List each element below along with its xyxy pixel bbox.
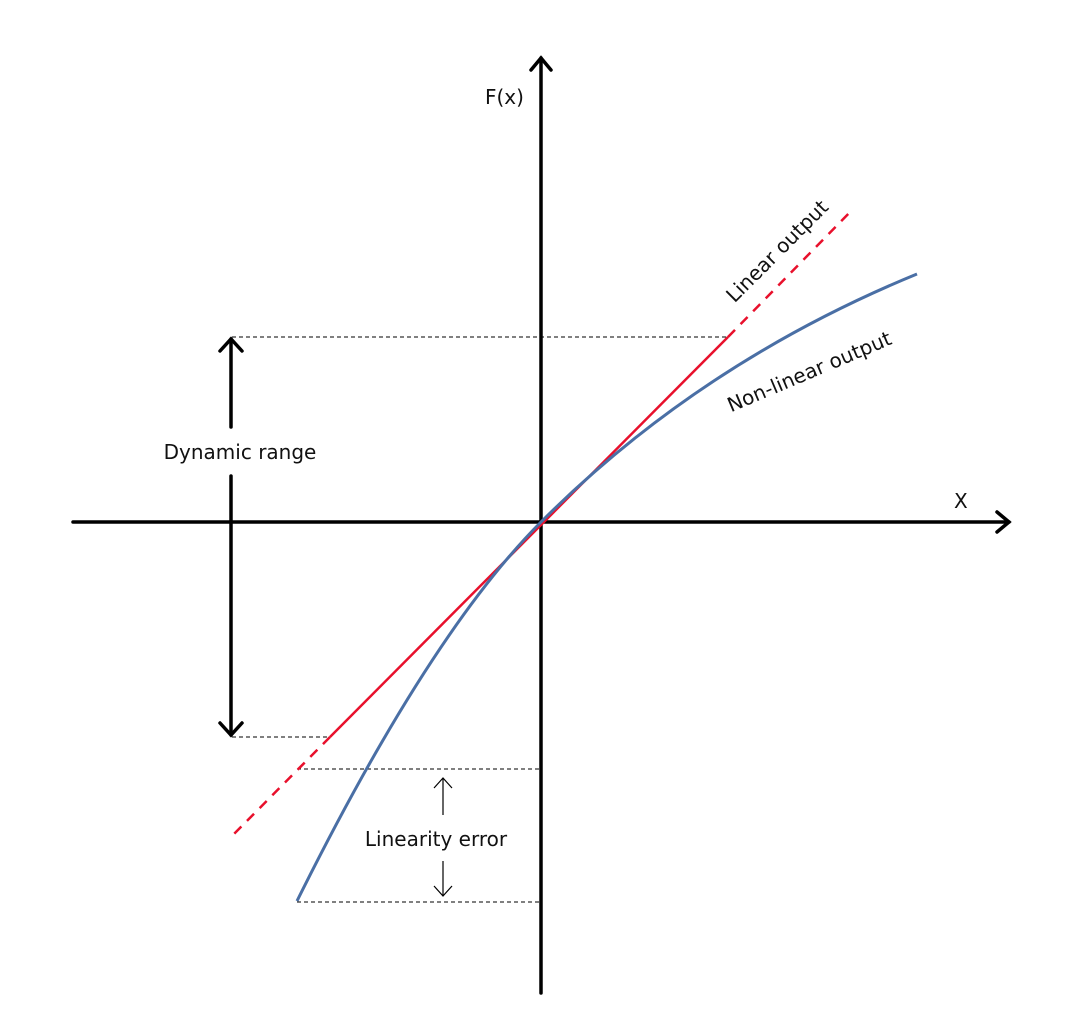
linear-output-extension-lower xyxy=(231,736,331,837)
x-axis-arrowhead xyxy=(995,510,1012,534)
linearity-error-arrowhead-up xyxy=(433,777,453,789)
linear-output-extension-upper xyxy=(727,208,854,338)
dynamic-range-label: Dynamic range xyxy=(164,440,317,464)
dynamic-range-arrowhead-up xyxy=(218,336,244,353)
linearity-error-label: Linearity error xyxy=(365,827,508,851)
dynamic-range-arrowhead-down xyxy=(218,721,244,738)
linear-output-line xyxy=(329,336,729,738)
linear-output-label: Linear output xyxy=(721,195,833,307)
nonlinear-output-curve xyxy=(295,272,918,902)
y-axis-label: F(x) xyxy=(485,85,524,109)
linearity-error-arrowhead-down xyxy=(433,885,453,897)
x-axis-label: X xyxy=(954,489,968,513)
y-axis-arrowhead xyxy=(529,55,553,72)
nonlinear-output-label: Non-linear output xyxy=(724,326,896,417)
